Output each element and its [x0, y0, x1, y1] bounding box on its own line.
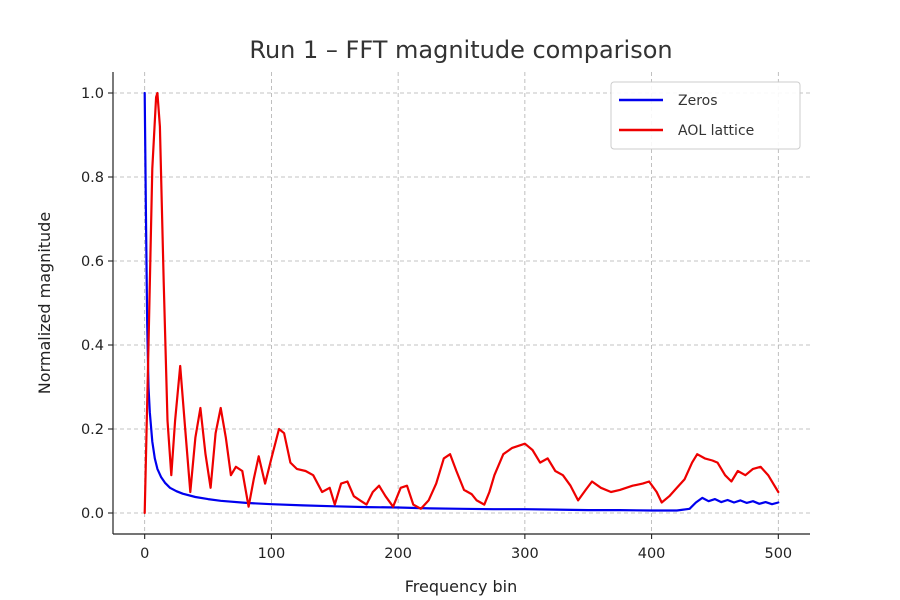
x-tick-label: 300 — [511, 546, 539, 562]
x-tick-label: 400 — [638, 546, 666, 562]
x-tick-label: 100 — [258, 546, 286, 562]
y-tick-label: 0.0 — [81, 506, 104, 522]
chart-title: Run 1 – FFT magnitude comparison — [249, 36, 672, 64]
series-line-aol-lattice — [143, 91, 780, 515]
y-tick-label: 0.8 — [81, 170, 104, 186]
series-layer — [143, 91, 780, 515]
x-tick-label: 0 — [140, 546, 149, 562]
x-axis-label: Frequency bin — [405, 577, 517, 596]
x-tick-label: 200 — [384, 546, 412, 562]
y-tick-label: 1.0 — [81, 86, 104, 102]
ticks: 0 100 200 300 400 500 0.0 0.2 0.4 0.6 0.8 1.0 — [81, 86, 792, 562]
y-tick-label: 0.2 — [81, 422, 104, 438]
axes — [112, 72, 810, 535]
legend-label-aol-lattice: AOL lattice — [678, 123, 754, 139]
y-tick-label: 0.4 — [81, 338, 104, 354]
series-line-zeros — [143, 91, 780, 512]
y-axis-label: Normalized magnitude — [35, 212, 54, 394]
y-tick-label: 0.6 — [81, 254, 104, 270]
legend: Zeros AOL lattice — [610, 81, 801, 150]
x-tick-label: 500 — [764, 546, 792, 562]
legend-label-zeros: Zeros — [678, 93, 718, 109]
